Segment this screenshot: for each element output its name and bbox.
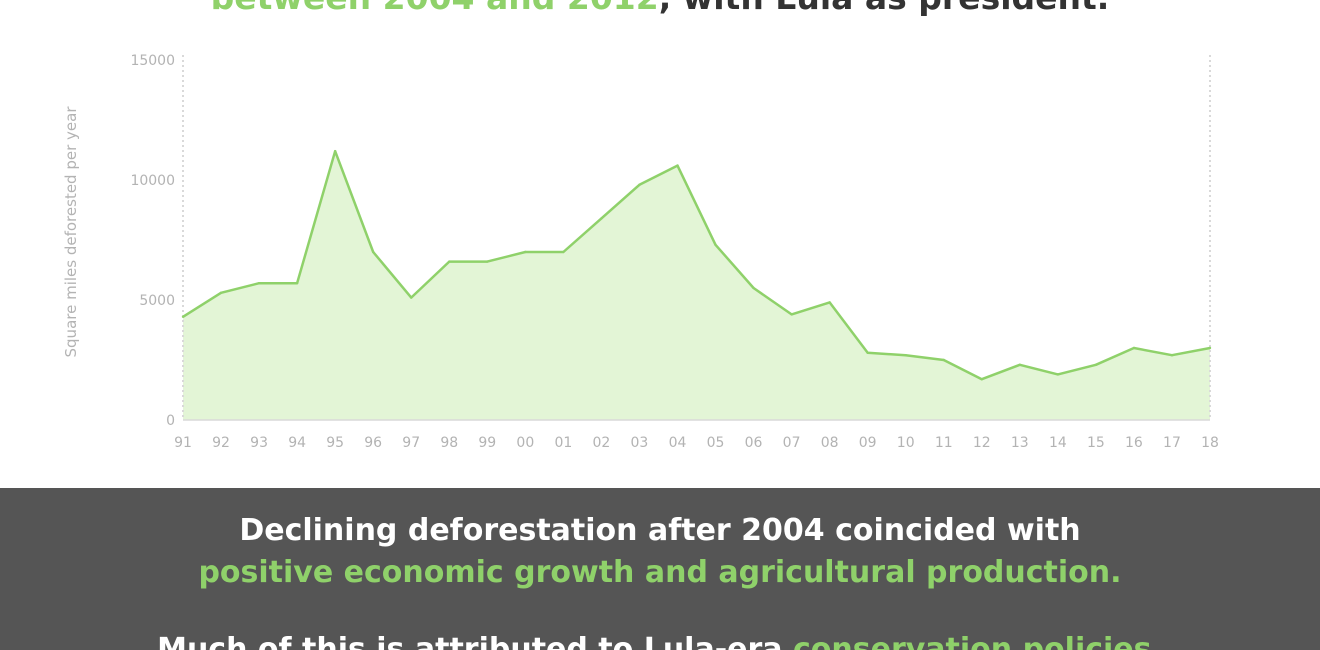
data-point-01 [562,250,565,254]
data-point-12 [980,378,983,381]
summary-line-2: positive economic growth and agricultura… [198,555,1122,590]
series-line [182,149,1211,381]
data-point-13 [1018,363,1022,366]
data-point-92 [219,291,223,294]
data-point-99 [486,260,489,263]
x-tick-label: 00 [516,435,534,451]
data-point-98 [448,260,451,263]
y-tick-label: 10000 [130,173,175,189]
headline-rest: , with Lula as president. [659,0,1110,17]
x-tick-label: 92 [212,435,230,451]
summary-line-3-accent: conservation policies. [793,632,1163,650]
data-point-18 [1208,346,1212,350]
data-point-00 [524,250,527,254]
x-tick-label: 97 [402,435,420,451]
x-tick-label: 18 [1201,435,1219,451]
data-point-16 [1132,346,1136,350]
data-point-10 [904,354,907,357]
x-tick-label: 02 [592,435,610,451]
data-point-02 [600,217,603,220]
y-tick-label: 15000 [130,53,175,69]
x-tick-label: 15 [1087,435,1105,451]
summary-line-3-start: Much of this is attributed to Lula-era [157,632,783,650]
y-tick-label: 5000 [139,293,175,309]
y-axis-label: Square miles deforested per year [62,106,80,358]
x-tick-label: 96 [364,435,382,451]
data-point-09 [866,351,869,354]
x-tick-label: 16 [1125,435,1143,451]
data-point-17 [1170,354,1174,357]
deforestation-chart: 0 5000 10000 15000 91 92 93 94 95 96 97 98 99 00 01 02 0… [62,53,1219,451]
x-tick-label: 08 [821,435,839,451]
x-tick-label: 05 [707,435,725,451]
x-tick-label: 06 [745,435,763,451]
data-point-05 [714,243,717,246]
summary-line-3: Much of this is attributed to Lula-era c… [0,631,1320,650]
x-tick-label: 95 [326,435,344,451]
x-tick-label: 01 [554,435,572,451]
y-tick-label: 0 [166,413,175,429]
data-point-14 [1056,373,1060,376]
x-tick-label: 98 [440,435,458,451]
x-tick-label: 10 [897,435,915,451]
summary-line-1: Declining deforestation after 2004 coinc… [239,513,1081,548]
x-tick-label: 93 [250,435,268,451]
x-tick-label: 04 [669,435,687,451]
summary-panel: Declining deforestation after 2004 coinc… [0,488,1320,650]
data-point-04 [676,164,679,167]
x-tick-label: 14 [1049,435,1067,451]
data-point-11 [942,358,945,362]
data-point-91 [181,315,185,318]
data-point-15 [1094,363,1098,366]
data-point-03 [638,183,641,186]
x-tick-label: 03 [631,435,649,451]
data-point-93 [257,282,261,285]
data-point-08 [828,301,831,304]
x-tick-label: 99 [478,435,496,451]
area-fill [183,151,1210,420]
x-tick-label: 07 [783,435,801,451]
x-tick-label: 13 [1011,435,1029,451]
data-point-06 [752,286,755,290]
data-point-95 [333,150,337,153]
headline-accent: between 2004 and 2012 [211,0,659,17]
data-point-97 [410,296,413,299]
x-tick-label: 94 [288,435,306,451]
data-point-94 [295,282,299,285]
chart-layer: 0 5000 10000 15000 91 92 93 94 95 96 97 98 99 00 01 02 0… [62,53,1219,451]
headline: between 2004 and 2012, with Lula as pres… [0,0,1320,18]
x-tick-label: 12 [973,435,991,451]
x-tick-label: 91 [174,435,192,451]
data-point-07 [790,313,793,316]
x-tick-label: 11 [935,435,953,451]
x-tick-label: 17 [1163,435,1181,451]
data-point-96 [371,250,375,254]
x-tick-label: 09 [859,435,877,451]
